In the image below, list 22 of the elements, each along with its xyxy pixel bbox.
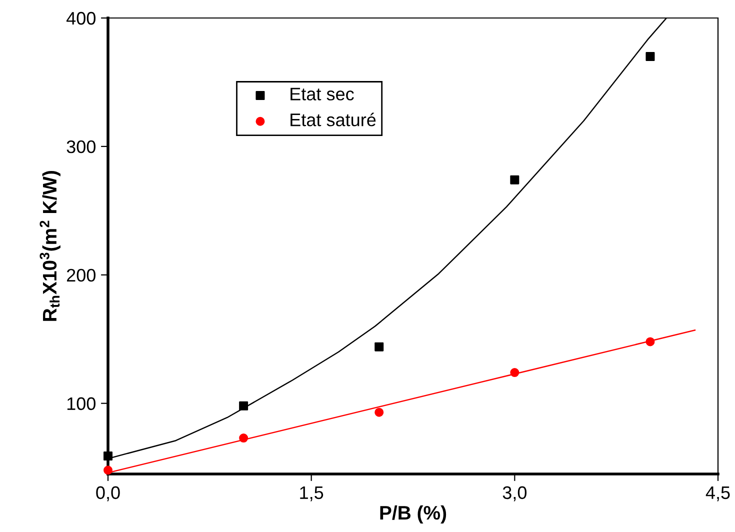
point [510, 368, 520, 378]
y-axis-title: R$_{th}$X10$^{3}$(m$^{2}$ K/W) [40, 170, 60, 321]
point [374, 342, 384, 352]
x-tick-label: 3,0 [502, 486, 527, 502]
x-tick-label: 0,0 [96, 486, 120, 502]
point [646, 52, 655, 62]
legend-label: Etat sec [290, 88, 354, 100]
point [104, 466, 112, 475]
y-tick-label: 300 [66, 140, 96, 154]
y-tick-label: 400 [66, 12, 96, 25]
x-axis-title: P/B (%) [380, 505, 446, 524]
y-tick-label: 100 [67, 397, 96, 410]
legend-label: Etat saturé [290, 112, 376, 126]
x-tick-label: 1,5 [300, 486, 324, 502]
point [239, 401, 248, 410]
y-tick-label: 200 [66, 268, 96, 282]
x-tick-label: 4,5 [706, 486, 730, 502]
point [374, 408, 384, 417]
point [239, 434, 248, 443]
point [510, 175, 520, 184]
point [646, 337, 655, 346]
point [104, 452, 112, 461]
